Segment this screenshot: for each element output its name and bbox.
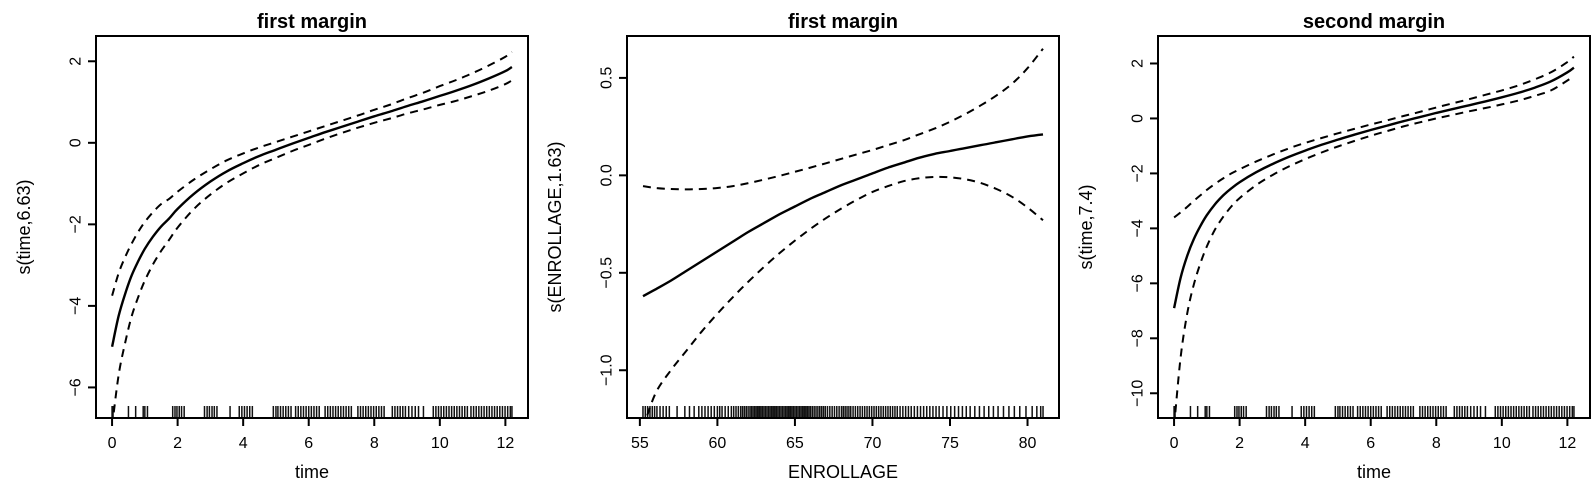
- lower-ci-curve: [645, 175, 1044, 418]
- x-tick-label: 0: [108, 435, 117, 452]
- lower-ci-curve: [112, 79, 513, 418]
- fit-curve: [1172, 66, 1575, 309]
- y-tick-label: −4: [68, 297, 85, 315]
- chart-first-margin-enrollage: first margin 55 60 65 70 75 80 0.5 0.0 −0.5 −1.0 EN…: [545, 11, 1060, 482]
- y-tick-label: −1.0: [599, 354, 616, 386]
- rug-marks: [111, 406, 513, 417]
- y-tick-label: 0.0: [599, 164, 616, 186]
- y-tick-label: 0.5: [599, 67, 616, 89]
- y-axis-label: s(time,7.4): [1076, 184, 1096, 269]
- rug-marks: [642, 406, 1044, 417]
- y-axis-label: s(time,6.63): [14, 179, 34, 274]
- x-tick-label: 60: [709, 435, 727, 452]
- chart-first-margin-time: first margin 0 2 4 6 8 10 12 2 0 −2 −4 −6 time s(time,…: [14, 11, 529, 482]
- x-axis-label: ENROLLAGE: [788, 462, 898, 482]
- x-tick-label: 12: [496, 435, 514, 452]
- x-tick-label: 65: [786, 435, 804, 452]
- y-axis-label: s(ENROLLAGE,1.63): [545, 141, 565, 312]
- x-axis: 0 2 4 6 8 10 12: [108, 418, 514, 452]
- y-tick-label: −6: [1130, 274, 1147, 292]
- x-tick-label: 10: [1493, 435, 1511, 452]
- x-axis: 55 60 65 70 75 80: [631, 418, 1037, 452]
- x-tick-label: 0: [1170, 435, 1179, 452]
- panel-title: first margin: [788, 11, 898, 33]
- panel-title: first margin: [257, 11, 367, 33]
- y-tick-label: 0: [68, 138, 85, 147]
- upper-ci-curve: [111, 51, 513, 296]
- x-tick-label: 6: [304, 435, 313, 452]
- x-tick-label: 6: [1366, 435, 1375, 452]
- fit-curve: [110, 65, 513, 347]
- x-axis-label: time: [1357, 462, 1391, 482]
- x-tick-label: 12: [1558, 435, 1576, 452]
- plot-box: [95, 35, 529, 419]
- panel-first-margin-enrollage: first margin 55 60 65 70 75 80 0.5 0.0 −0.5 −1.0 EN…: [531, 0, 1062, 498]
- y-axis: 2 0 −2 −4 −6: [68, 57, 96, 397]
- y-tick-label: −6: [68, 378, 85, 396]
- panel-second-margin-time: second margin 0 2 4 6 8 10 12 2 0 −2 −4 −6 −8 −10 time s…: [1062, 0, 1593, 498]
- x-tick-label: 55: [631, 435, 649, 452]
- y-tick-label: −2: [68, 215, 85, 233]
- y-axis: 0.5 0.0 −0.5 −1.0: [599, 67, 627, 386]
- y-tick-label: −2: [1130, 164, 1147, 182]
- x-tick-label: 8: [1432, 435, 1441, 452]
- y-tick-label: −0.5: [599, 257, 616, 289]
- lower-ci-curve: [1173, 74, 1575, 418]
- y-tick-label: 0: [1130, 114, 1147, 123]
- x-tick-label: 4: [239, 435, 248, 452]
- curves: [110, 51, 513, 418]
- x-tick-label: 70: [864, 435, 882, 452]
- fit-curve: [642, 133, 1044, 298]
- plot-box: [626, 35, 1060, 419]
- curves: [642, 48, 1044, 418]
- x-tick-label: 75: [941, 435, 959, 452]
- upper-ci-curve: [642, 48, 1044, 191]
- x-tick-label: 10: [431, 435, 449, 452]
- rug-marks: [1173, 406, 1575, 417]
- x-tick-label: 4: [1301, 435, 1310, 452]
- x-tick-label: 80: [1019, 435, 1037, 452]
- panel-first-margin-time: first margin 0 2 4 6 8 10 12 2 0 −2 −4 −6 time s(time,…: [0, 0, 531, 498]
- x-axis: 0 2 4 6 8 10 12: [1170, 418, 1576, 452]
- x-tick-label: 2: [1235, 435, 1244, 452]
- x-tick-label: 2: [173, 435, 182, 452]
- chart-second-margin-time: second margin 0 2 4 6 8 10 12 2 0 −2 −4 −6 −8 −10 time s…: [1076, 11, 1591, 482]
- y-tick-label: −10: [1130, 380, 1147, 407]
- y-tick-label: 2: [68, 57, 85, 66]
- plot-box: [1157, 35, 1591, 419]
- x-tick-label: 8: [370, 435, 379, 452]
- y-tick-label: −8: [1130, 329, 1147, 347]
- y-tick-label: 2: [1130, 59, 1147, 68]
- y-axis: 2 0 −2 −4 −6 −8 −10: [1130, 59, 1158, 407]
- y-tick-label: −4: [1130, 219, 1147, 237]
- upper-ci-curve: [1173, 55, 1575, 219]
- curves: [1172, 55, 1575, 418]
- panel-title: second margin: [1303, 11, 1445, 33]
- x-axis-label: time: [295, 462, 329, 482]
